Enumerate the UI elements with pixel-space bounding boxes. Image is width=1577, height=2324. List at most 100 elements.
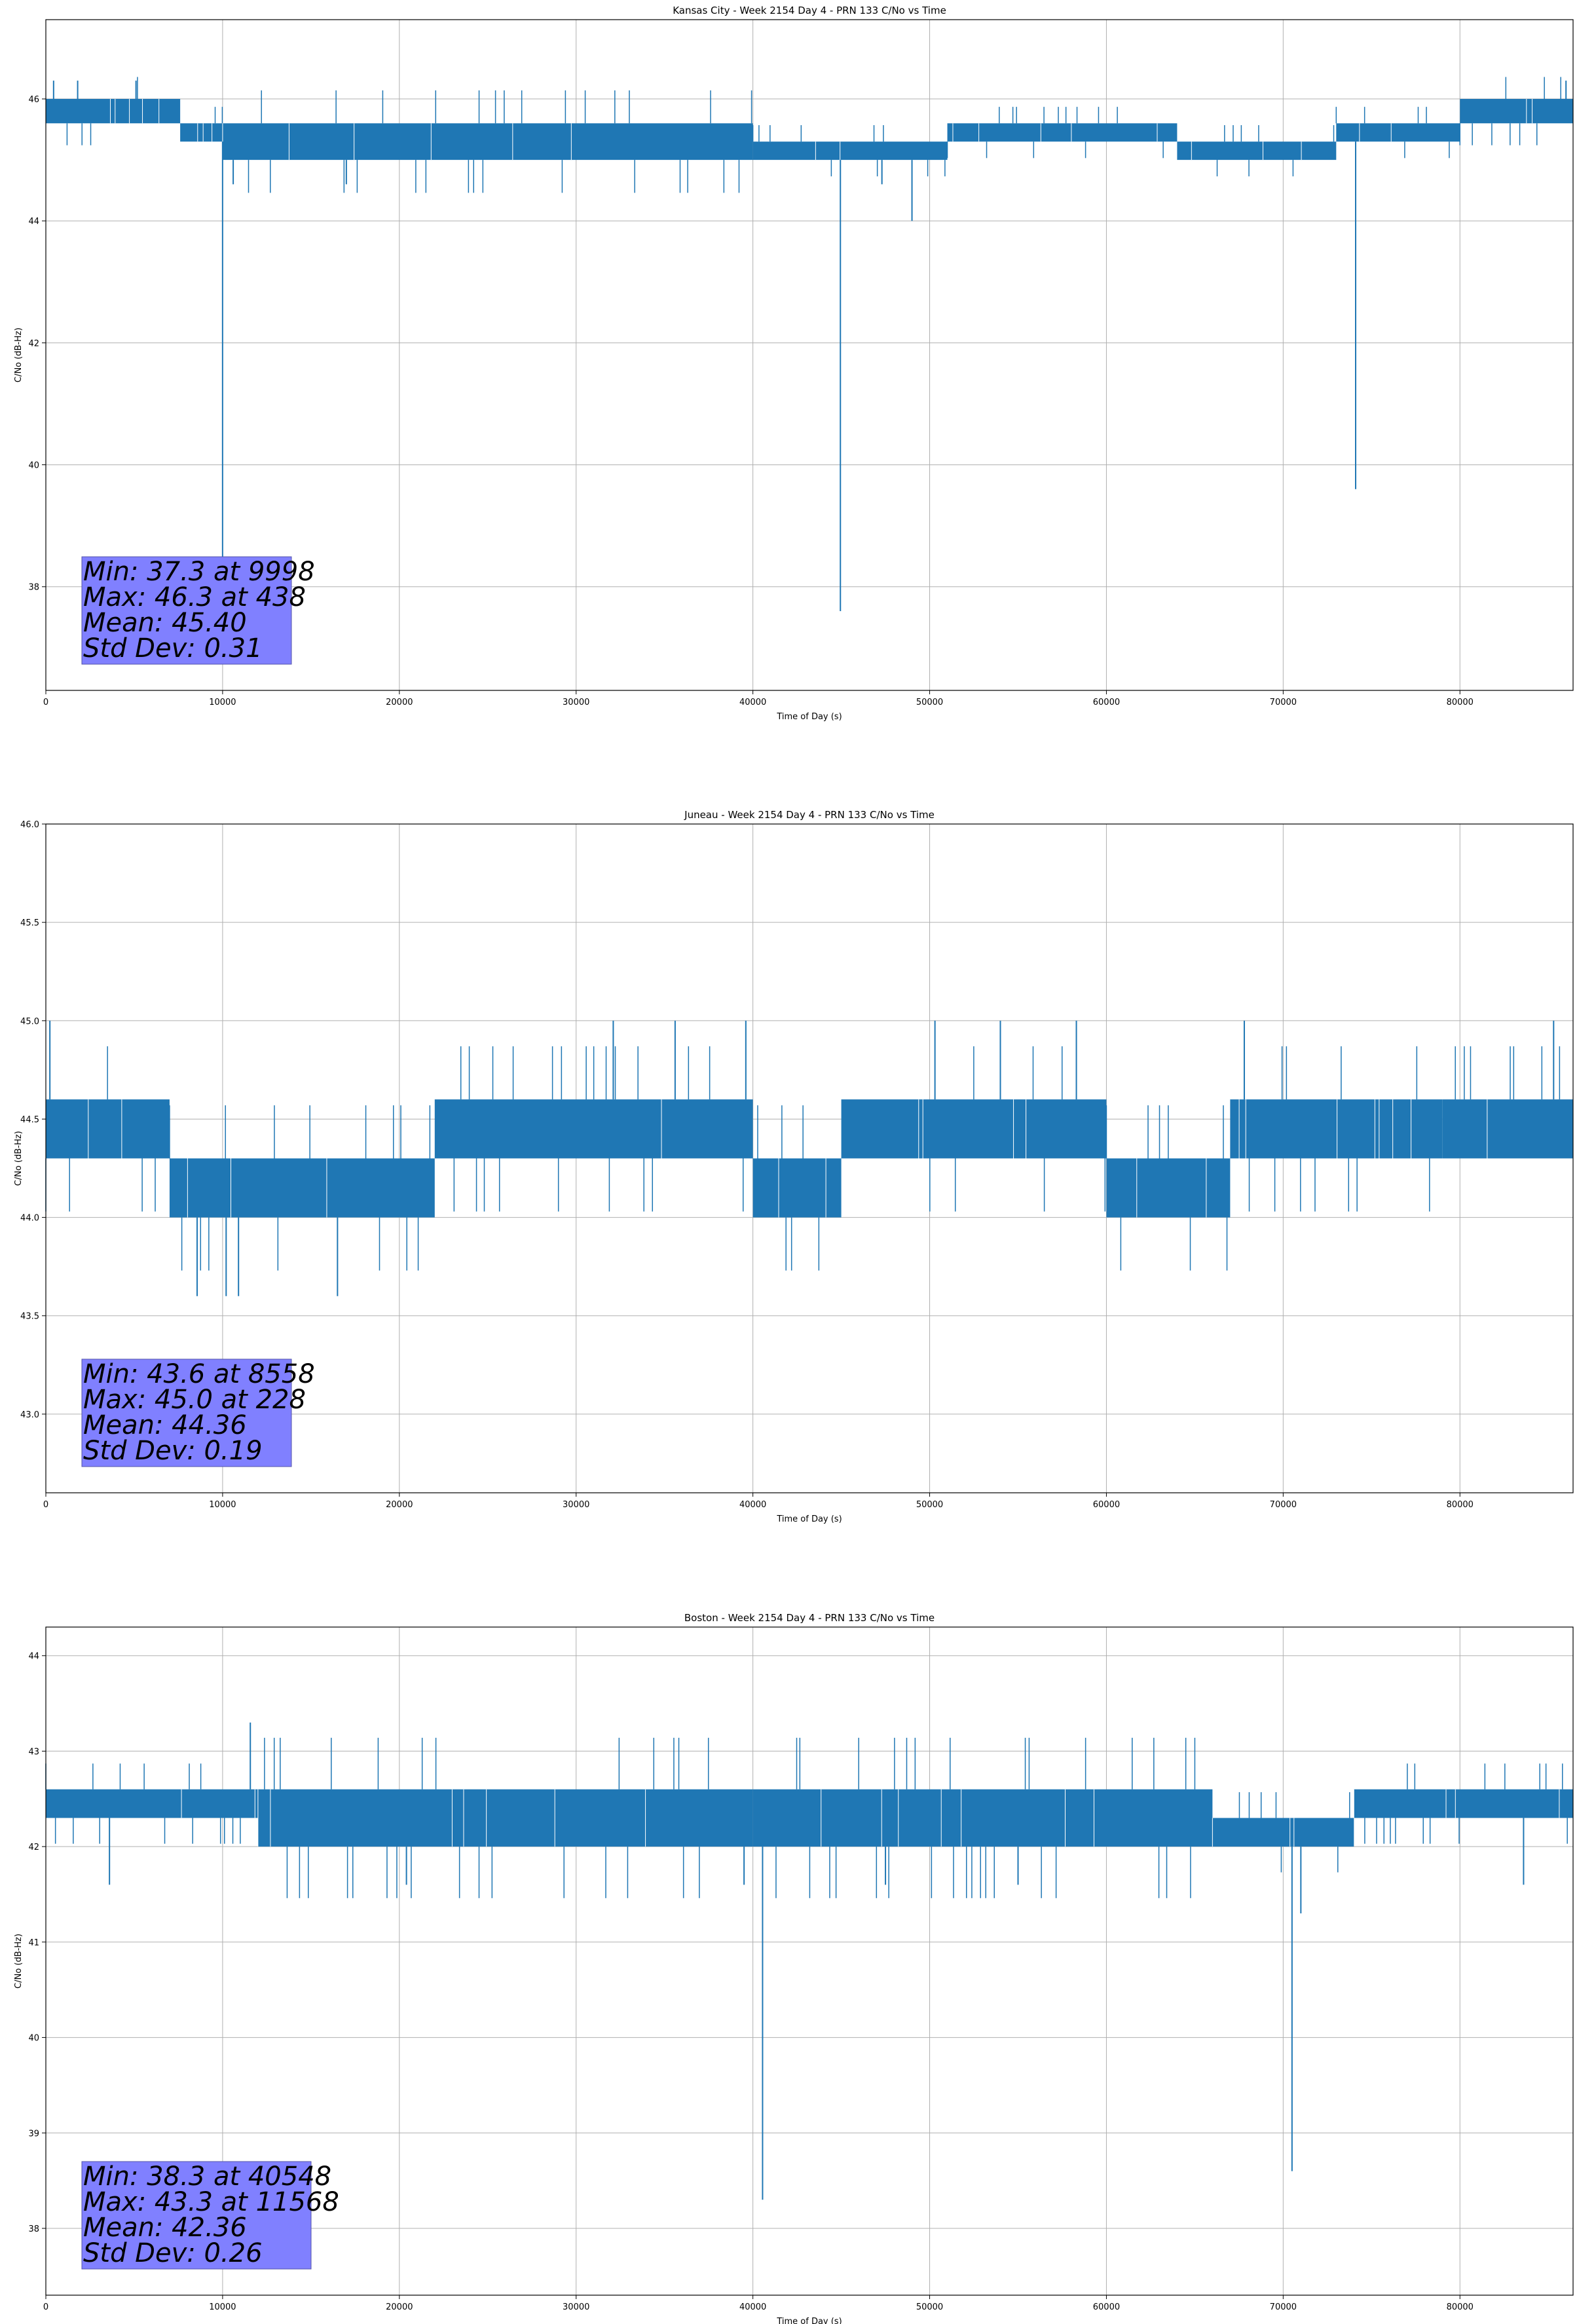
- data-band: [434, 1099, 753, 1159]
- x-tick-label: 60000: [1093, 698, 1120, 707]
- stats-line: Std Dev: 0.26: [83, 2238, 263, 2268]
- y-tick-label: 42: [28, 339, 39, 348]
- data-series: [45, 1722, 1573, 2200]
- y-tick-label: 41: [28, 1938, 39, 1948]
- data-band: [947, 123, 1178, 142]
- y-tick-label: 44.0: [20, 1214, 39, 1224]
- x-tick-label: 40000: [739, 1500, 766, 1510]
- y-tick-label: 43.5: [20, 1312, 39, 1322]
- chart-panel-0: Kansas City - Week 2154 Day 4 - PRN 133 …: [14, 5, 1574, 722]
- data-series: [46, 77, 1573, 629]
- y-tick-label: 43.0: [20, 1410, 39, 1420]
- stats-line: Max: 43.3 at 11568: [83, 2187, 339, 2217]
- x-tick-label: 50000: [916, 2302, 943, 2312]
- stats-box-background: [81, 2161, 312, 2270]
- y-tick-label: 44: [28, 1652, 39, 1662]
- data-band: [841, 1099, 1107, 1159]
- y-tick-label: 44: [28, 217, 39, 227]
- chart-title: Kansas City - Week 2154 Day 4 - PRN 133 …: [673, 5, 946, 16]
- x-tick-label: 50000: [916, 698, 943, 707]
- axes-frame: [45, 19, 1574, 691]
- data-band: [1442, 1099, 1573, 1159]
- axes-frame: [45, 1626, 1574, 2296]
- x-axis-label: Time of Day (s): [776, 1514, 842, 1524]
- x-tick-label: 10000: [209, 2302, 236, 2312]
- y-tick-label: 38: [28, 2224, 39, 2234]
- y-tick-label: 45.0: [20, 1017, 39, 1026]
- y-axis-label: C/No (dB-Hz): [14, 1131, 24, 1186]
- x-tick-label: 80000: [1447, 1500, 1474, 1510]
- chart-panel-1: Juneau - Week 2154 Day 4 - PRN 133 C/No …: [14, 809, 1574, 1524]
- y-axis-label: C/No (dB-Hz): [14, 328, 24, 383]
- data-band: [169, 1158, 435, 1218]
- y-tick-label: 45.5: [20, 918, 39, 928]
- stats-line: Std Dev: 0.31: [83, 633, 263, 664]
- data-band: [257, 1789, 753, 1847]
- stats-line: Min: 37.3 at 9998: [83, 557, 315, 587]
- data-band: [180, 123, 223, 142]
- x-tick-label: 20000: [386, 1500, 413, 1510]
- data-series: [45, 1021, 1573, 1296]
- chart-title: Boston - Week 2154 Day 4 - PRN 133 C/No …: [684, 1612, 935, 1624]
- x-axis-label: Time of Day (s): [776, 712, 842, 722]
- x-tick-label: 20000: [386, 698, 413, 707]
- x-tick-label: 0: [43, 698, 48, 707]
- y-tick-label: 44.5: [20, 1115, 39, 1125]
- y-tick-label: 38: [28, 583, 39, 593]
- data-band: [752, 1789, 1213, 1847]
- x-tick-label: 40000: [739, 2302, 766, 2312]
- data-band: [752, 1158, 842, 1218]
- x-tick-label: 10000: [209, 698, 236, 707]
- y-tick-label: 40: [28, 461, 39, 471]
- x-tick-label: 60000: [1093, 2302, 1120, 2312]
- data-band: [46, 1099, 170, 1159]
- x-axis-label: Time of Day (s): [776, 2317, 842, 2324]
- data-band: [1336, 123, 1460, 142]
- y-tick-label: 40: [28, 2034, 39, 2044]
- data-band: [1354, 1789, 1573, 1818]
- data-band: [1460, 99, 1573, 124]
- data-band: [46, 99, 181, 124]
- x-tick-label: 30000: [563, 2302, 589, 2312]
- x-tick-label: 10000: [209, 1500, 236, 1510]
- x-tick-label: 20000: [386, 2302, 413, 2312]
- stats-line: Mean: 44.36: [83, 1410, 247, 1440]
- x-tick-label: 50000: [916, 1500, 943, 1510]
- data-band: [222, 123, 753, 160]
- stats-line: Min: 38.3 at 40548: [83, 2162, 331, 2192]
- y-tick-label: 39: [28, 2129, 39, 2139]
- stats-line: Mean: 42.36: [83, 2213, 247, 2243]
- y-tick-label: 46.0: [20, 820, 39, 830]
- stats-box-background: [81, 556, 292, 665]
- x-tick-label: 40000: [739, 698, 766, 707]
- y-tick-label: 42: [28, 1843, 39, 1852]
- x-tick-label: 60000: [1093, 1500, 1120, 1510]
- stats-box-background: [81, 1359, 292, 1467]
- x-tick-label: 30000: [563, 1500, 589, 1510]
- stats-line: Max: 46.3 at 438: [83, 582, 306, 612]
- x-tick-label: 0: [43, 2302, 48, 2312]
- stats-line: Min: 43.6 at 8558: [83, 1359, 315, 1389]
- x-tick-label: 80000: [1447, 698, 1474, 707]
- y-tick-label: 43: [28, 1747, 39, 1757]
- y-axis-label: C/No (dB-Hz): [14, 1934, 24, 1989]
- axes-frame: [45, 823, 1574, 1493]
- chart-title: Juneau - Week 2154 Day 4 - PRN 133 C/No …: [684, 809, 935, 821]
- chart-panel-2: Boston - Week 2154 Day 4 - PRN 133 C/No …: [14, 1612, 1574, 2324]
- data-band: [1106, 1158, 1231, 1218]
- data-band: [1177, 141, 1337, 160]
- y-tick-label: 46: [28, 95, 39, 105]
- x-tick-label: 70000: [1270, 1500, 1297, 1510]
- stats-line: Std Dev: 0.19: [83, 1436, 263, 1466]
- data-band: [1212, 1818, 1354, 1847]
- data-band: [46, 1789, 258, 1818]
- stats-line: Mean: 45.40: [83, 608, 247, 638]
- x-tick-label: 80000: [1447, 2302, 1474, 2312]
- x-tick-label: 70000: [1270, 2302, 1297, 2312]
- data-band: [1230, 1099, 1443, 1159]
- data-band: [752, 141, 948, 160]
